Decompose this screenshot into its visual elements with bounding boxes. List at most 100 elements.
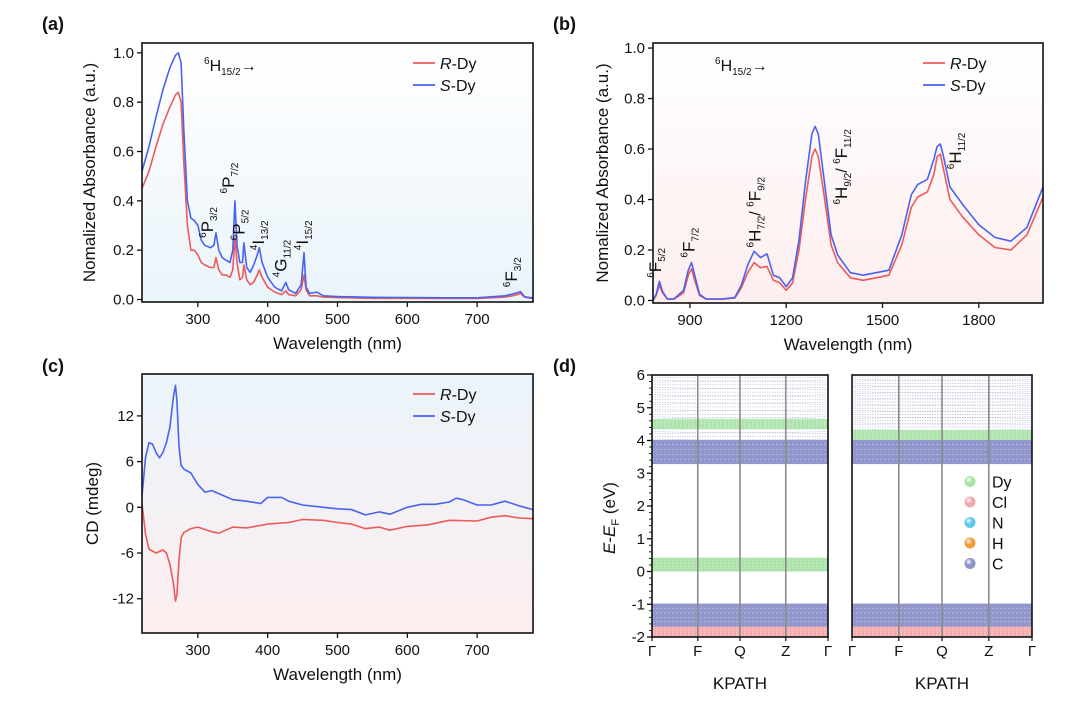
x-tick-label: 300 (185, 311, 210, 328)
transition-label: 6H7/2/ 6F9/2 (746, 177, 768, 248)
y-tick-label: 0.8 (113, 94, 134, 111)
x-tick-label: 1200 (770, 312, 803, 329)
panel-b: 900 1200 1500 1800 0.0 0.2 0.4 0.6 0.8 1.0 Wavelen… (553, 14, 1044, 354)
y-tick-label: 0.2 (624, 242, 645, 259)
kpoint-label: Γ (824, 643, 832, 660)
y-tick-label: 6 (637, 367, 645, 384)
series-group (142, 384, 533, 602)
kpoint-label: Q (936, 643, 948, 660)
y-tick-label: 6 (126, 454, 134, 471)
transition-label: 6P3/2 (198, 207, 220, 238)
kpoint-label: F (894, 643, 903, 660)
x-tick-label: 400 (255, 311, 280, 328)
y-tick-label: 1.0 (113, 45, 134, 62)
legend-ball-h (964, 537, 976, 549)
panel-label: (b) (553, 14, 576, 34)
x-axis-label: Wavelength (nm) (784, 335, 913, 354)
x-axis-label: KPATH (713, 674, 767, 693)
y-axis-label: Nomalized Absorbance (a.u.) (593, 63, 612, 282)
panel-label: (d) (553, 356, 576, 376)
panel-d: Γ F Q Z Γ KPATH Γ F Q Z Γ KPATH -2 -1 0 1 2 3 4 5 6 E-EF (eV)… (553, 356, 1036, 693)
y-tick-label: 1.0 (624, 40, 645, 57)
y-tick-label: 0.2 (113, 242, 134, 259)
x-tick-label: 300 (185, 642, 210, 659)
y-axis-label: CD (mdeg) (83, 462, 102, 545)
y-tick-label: 0 (637, 564, 645, 581)
kpoint-label: Z (781, 643, 790, 660)
y-axis-label: E-EF (eV) (600, 482, 622, 554)
transition-label: 4I15/2 (293, 220, 315, 250)
legend-label: Dy (992, 474, 1012, 491)
x-tick-label: 400 (255, 642, 280, 659)
transition-label: 6H11/2 (946, 132, 968, 169)
kpoint-label: Γ (648, 643, 656, 660)
x-tick-label: 1800 (962, 312, 995, 329)
legend-label: C (992, 556, 1004, 573)
x-tick-label: 500 (325, 642, 350, 659)
plot-background (653, 43, 1043, 303)
y-tick-label: 0.8 (624, 91, 645, 108)
x-axis-label: Wavelength (nm) (273, 334, 402, 353)
x-tick-label: 600 (395, 642, 420, 659)
transition-label: 6F7/2 (680, 227, 702, 257)
y-tick-label: -1 (632, 596, 645, 613)
legend-ball-c (964, 557, 976, 569)
y-tick-label: 0.4 (624, 192, 645, 209)
panel-c: 300 400 500 600 700 -12 -6 0 6 12 Wavelength (nm) C… (42, 356, 534, 684)
plot-background (142, 374, 533, 633)
y-tick-label: 5 (637, 400, 645, 417)
kpoint-label: Q (734, 643, 746, 660)
plot-background (142, 43, 533, 302)
legend-label: S-Dy (440, 78, 476, 95)
y-tick-label: -2 (632, 629, 645, 646)
legend-label: Cl (992, 495, 1007, 512)
panel-label: (a) (42, 14, 64, 34)
panel-a: 300 400 500 600 700 0.0 0.2 0.4 0.6 0.8 1.0 Wavelen… (42, 14, 534, 353)
y-tick-label: 0.4 (113, 193, 134, 210)
band-subplot-left: Γ F Q Z Γ KPATH (648, 374, 832, 693)
legend-label: R-Dy (440, 56, 476, 73)
x-tick-label: 900 (677, 312, 702, 329)
x-tick-label: 600 (395, 311, 420, 328)
y-tick-label: 1 (637, 531, 645, 548)
legend-label: R-Dy (440, 387, 476, 404)
band-subplot-right: Γ F Q Z Γ KPATH (848, 374, 1036, 693)
legend-label: S-Dy (950, 78, 986, 95)
x-tick-label: 700 (465, 311, 490, 328)
legend-ball-dy (964, 475, 976, 487)
x-axis-label: Wavelength (nm) (273, 665, 402, 684)
series-line-S-dy (142, 384, 533, 516)
transition-label: 6P5/2 (230, 209, 252, 240)
y-tick-label: 0.0 (113, 292, 134, 309)
transition-label: 6F5/2 (646, 247, 668, 277)
transition-header: 6H15/2→ (204, 56, 257, 78)
legend-label: H (992, 536, 1004, 553)
y-tick-label: 12 (117, 408, 134, 425)
transition-label: 4I13/2 (249, 220, 271, 250)
series-line-R-dy (142, 503, 533, 602)
transition-label: 6H9/2/ 6F11/2 (832, 129, 854, 205)
transition-label: 6P7/2 (219, 162, 241, 193)
x-tick-label: 500 (325, 311, 350, 328)
y-axis-label: Nomalized Absorbance (a.u.) (80, 63, 99, 282)
y-tick-label: 0.0 (624, 292, 645, 309)
kpoint-label: Z (984, 643, 993, 660)
y-tick-label: 2 (637, 498, 645, 515)
y-tick-label: -12 (112, 591, 134, 608)
plot-frame (652, 42, 1044, 304)
panel-label: (c) (42, 356, 64, 376)
series-group (142, 52, 533, 300)
legend-label: S-Dy (440, 409, 476, 426)
series-line-S-dy (653, 125, 1043, 301)
y-tick-label: 0 (126, 499, 134, 516)
legend-ball-n (964, 516, 976, 528)
y-tick-label: 0.6 (624, 141, 645, 158)
legend-label: R-Dy (950, 56, 986, 73)
kpoint-label: F (693, 643, 702, 660)
series-line-R-dy (142, 91, 533, 300)
transition-label: 4G11/2 (272, 239, 294, 277)
legend-label: N (992, 515, 1004, 532)
series-line-R-dy (653, 148, 1043, 301)
plot-frame (851, 374, 1033, 638)
